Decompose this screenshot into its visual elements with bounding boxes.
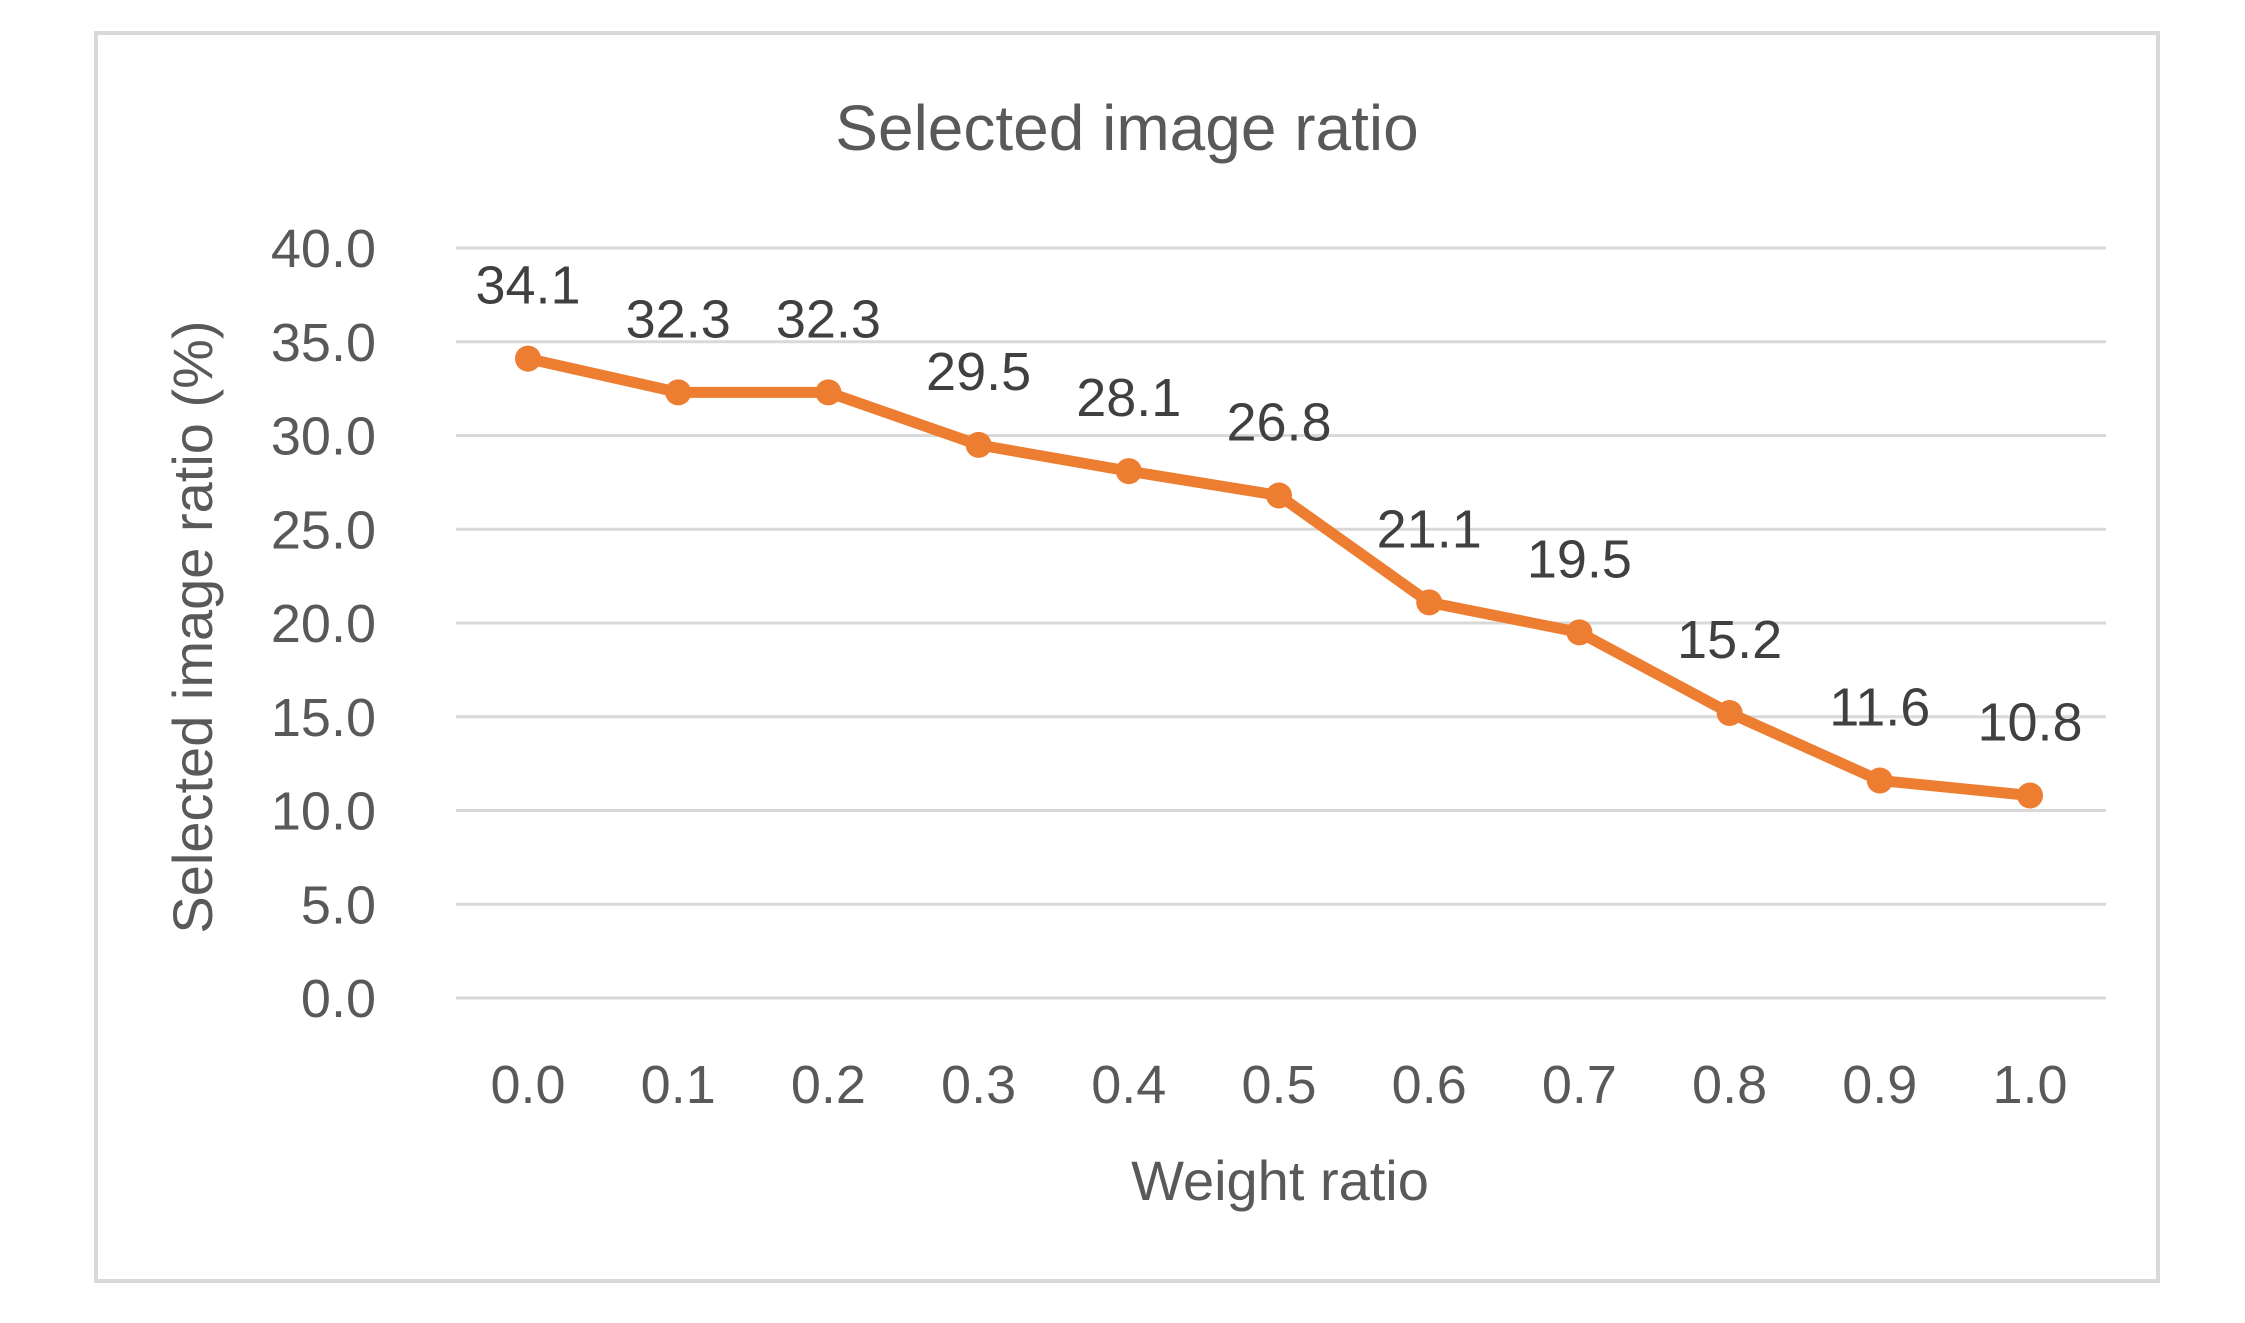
data-point (1266, 482, 1292, 509)
data-label: 34.1 (475, 256, 580, 316)
x-tick-label: 0.6 (1392, 1055, 1467, 1115)
y-tick-label: 10.0 (271, 782, 376, 842)
y-axis-title: Selected image ratio (%) (161, 320, 224, 933)
y-tick-label: 20.0 (271, 594, 376, 654)
data-point (2017, 782, 2043, 809)
data-point (1115, 458, 1142, 485)
data-label: 15.2 (1677, 610, 1782, 670)
data-point (1416, 589, 1443, 616)
x-tick-label: 0.2 (791, 1055, 866, 1115)
data-label: 11.6 (1829, 678, 1930, 738)
y-tick-label: 40.0 (271, 219, 376, 279)
gridlines (456, 246, 2106, 1000)
x-tick-label: 1.0 (1992, 1055, 2067, 1115)
data-label: 29.5 (926, 342, 1031, 402)
chart-title: Selected image ratio (835, 92, 1418, 164)
data-labels: 34.1 32.3 32.3 29.5 28.1 26.8 21.1 19.5 15.2 11.6… (475, 256, 2082, 753)
y-tick-label: 25.0 (271, 500, 376, 560)
data-label: 26.8 (1226, 393, 1331, 453)
data-label: 21.1 (1377, 499, 1482, 559)
data-label: 28.1 (1076, 368, 1181, 428)
data-label: 32.3 (626, 289, 731, 349)
data-point (1716, 700, 1743, 726)
x-tick-label: 0.1 (641, 1055, 716, 1115)
x-tick-label: 0.5 (1241, 1055, 1316, 1115)
data-point (965, 431, 992, 458)
data-label: 32.3 (776, 289, 881, 349)
data-point (1566, 619, 1593, 646)
x-tick-label: 0.4 (1091, 1055, 1166, 1115)
y-tick-label: 0.0 (301, 969, 376, 1029)
data-label: 19.5 (1527, 529, 1632, 589)
data-point (665, 379, 692, 406)
x-axis-title: Weight ratio (1131, 1149, 1429, 1212)
data-label: 10.8 (1977, 693, 2082, 753)
data-point (515, 345, 541, 372)
y-tick-label: 5.0 (301, 875, 376, 935)
x-tick-label: 0.8 (1692, 1055, 1767, 1115)
x-axis-ticks: 0.0 0.1 0.2 0.3 0.4 0.5 0.6 0.7 0.8 0.9 1.0 (490, 1055, 2067, 1115)
x-tick-label: 0.3 (941, 1055, 1016, 1115)
y-axis-ticks: 0.0 5.0 10.0 15.0 20.0 25.0 30.0 35.0 40.0 (271, 219, 376, 1029)
series-layer (515, 345, 2043, 809)
x-tick-label: 0.0 (490, 1055, 565, 1115)
y-tick-label: 35.0 (271, 313, 376, 373)
y-tick-label: 15.0 (271, 688, 376, 748)
chart-frame (94, 31, 2160, 1283)
data-point (815, 379, 842, 406)
y-tick-label: 30.0 (271, 407, 376, 467)
x-tick-label: 0.9 (1842, 1055, 1917, 1115)
x-tick-label: 0.7 (1542, 1055, 1617, 1115)
data-point (1866, 767, 1893, 794)
